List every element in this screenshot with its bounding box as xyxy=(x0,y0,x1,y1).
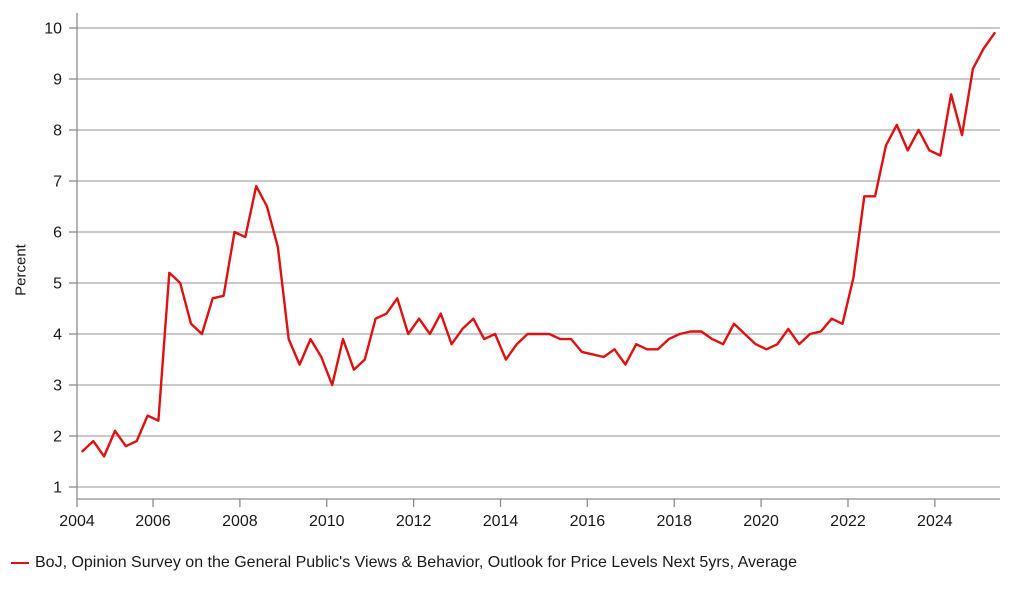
y-tick-label: 7 xyxy=(53,174,62,191)
x-tick-label: 2004 xyxy=(59,513,95,530)
y-tick-label: 9 xyxy=(53,72,62,89)
x-tick-label: 2014 xyxy=(483,513,519,530)
y-axis-title: Percent xyxy=(12,244,30,296)
y-tick-label: 10 xyxy=(44,21,62,38)
x-tick-label: 2022 xyxy=(830,513,866,530)
x-tick-label: 2016 xyxy=(570,513,606,530)
y-tick-label: 1 xyxy=(53,480,62,497)
y-tick-label: 8 xyxy=(53,123,62,140)
x-tick-label: 2018 xyxy=(656,513,692,530)
x-tick-label: 2012 xyxy=(396,513,432,530)
x-tick-label: 2008 xyxy=(222,513,258,530)
x-tick-label: 2024 xyxy=(917,513,953,530)
series-line-boj-outlook xyxy=(81,31,996,458)
x-tick-label: 2006 xyxy=(135,513,171,530)
y-tick-label: 3 xyxy=(53,378,62,395)
x-tick-label: 2010 xyxy=(309,513,345,530)
y-tick-label: 2 xyxy=(53,429,62,446)
legend-line-marker xyxy=(11,561,29,565)
legend-series-label: BoJ, Opinion Survey on the General Publi… xyxy=(35,554,797,571)
y-tick-label: 5 xyxy=(53,276,62,293)
legend: BoJ, Opinion Survey on the General Publi… xyxy=(11,553,797,573)
line-chart-plot: 1 2 3 4 5 6 7 8 9 10 2004 2006 2008 2010 2012 2014 2016 2… xyxy=(44,13,1000,530)
y-tick-label: 6 xyxy=(53,225,62,242)
x-tick-label: 2020 xyxy=(743,513,779,530)
y-tick-label: 4 xyxy=(53,327,62,344)
